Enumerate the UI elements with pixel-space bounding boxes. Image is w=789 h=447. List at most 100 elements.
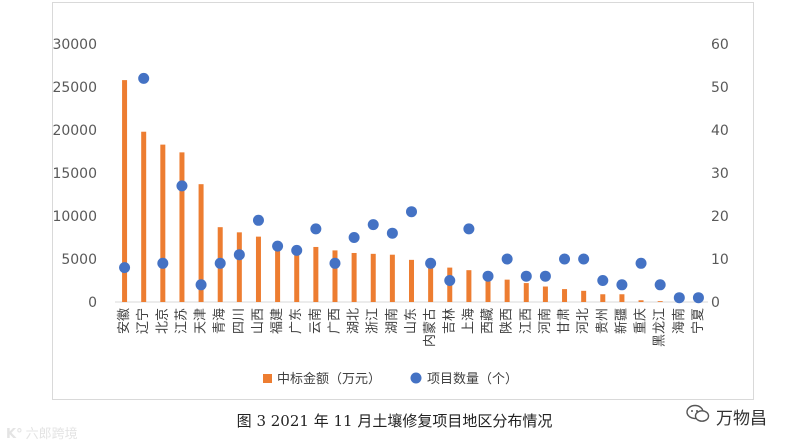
bar — [542, 286, 548, 302]
scatter-point — [654, 279, 666, 291]
category-label: 贵州 — [595, 308, 610, 334]
bar — [523, 283, 529, 302]
figure-caption: 图 3 2021 年 11 月土壤修复项目地区分布情况 — [236, 412, 553, 430]
left-tick-label: 20000 — [53, 123, 97, 139]
category-label: 天津 — [194, 308, 209, 334]
watermark-left-text: 六郎跨境 — [25, 427, 78, 442]
bar — [294, 246, 300, 302]
category-label: 湖南 — [384, 308, 400, 334]
scatter-point — [119, 262, 131, 274]
scatter-point — [692, 292, 704, 304]
right-tick-label: 10 — [711, 252, 729, 268]
category-label: 新疆 — [613, 308, 629, 334]
legend-swatch-scatter — [410, 372, 422, 384]
bar — [485, 276, 491, 302]
bar — [562, 289, 568, 302]
category-label: 西藏 — [481, 308, 496, 334]
category-label: 福建 — [270, 308, 285, 334]
category-label: 河北 — [576, 308, 591, 334]
scatter-series — [119, 72, 704, 304]
category-label: 安徽 — [117, 308, 132, 334]
scatter-point — [444, 275, 456, 286]
category-label: 广东 — [289, 308, 304, 334]
bar — [619, 294, 625, 302]
scatter-point — [406, 206, 417, 218]
category-label: 山西 — [251, 308, 266, 334]
bar-series — [122, 80, 701, 303]
legend-label-scatter: 项目数量（个） — [427, 372, 518, 387]
scatter-point — [329, 257, 341, 269]
category-label: 宁夏 — [690, 308, 706, 334]
scatter-point — [539, 270, 551, 282]
category-label: 江苏 — [173, 308, 189, 334]
left-tick-label: 5000 — [61, 252, 97, 268]
chart-frame: 0 5000 10000 15000 20000 25000 30000 0 10 20 30 40… — [52, 2, 754, 400]
bar — [600, 294, 606, 302]
bar — [236, 232, 242, 302]
bar — [638, 300, 644, 302]
bar — [141, 131, 147, 302]
scatter-point — [310, 223, 322, 235]
watermark-right-text: 万物昌 — [716, 409, 767, 429]
chart-svg: 0 5000 10000 15000 20000 25000 30000 0 10 20 30 40… — [53, 37, 729, 387]
left-tick-label: 25000 — [53, 80, 97, 96]
category-label: 河南 — [537, 308, 553, 334]
bar — [581, 290, 587, 302]
legend-label-bar: 中标金额（万元） — [277, 371, 381, 387]
category-label: 内蒙古 — [422, 308, 438, 347]
right-tick-label: 0 — [711, 295, 720, 311]
right-tick-label: 40 — [711, 123, 729, 139]
left-tick-label: 10000 — [53, 209, 97, 225]
category-label: 辽宁 — [135, 308, 151, 334]
category-label: 江西 — [519, 308, 534, 334]
scatter-point — [597, 275, 609, 286]
watermark-left: K° 六郎跨境 — [6, 423, 78, 442]
legend: 中标金额（万元） 项目数量（个） — [263, 371, 518, 387]
scatter-point — [482, 270, 494, 282]
category-label: 青海 — [213, 308, 228, 334]
scatter-point — [425, 257, 437, 269]
scatter-point — [252, 214, 264, 226]
bar — [504, 279, 510, 302]
logo-icon: K° — [6, 427, 23, 442]
right-axis: 0 10 20 30 40 50 60 — [711, 37, 729, 311]
scatter-point — [386, 227, 398, 239]
category-label: 浙江 — [366, 308, 381, 334]
category-label: 四川 — [232, 308, 247, 334]
category-labels: 安徽 辽宁 北京 江苏 天津 青海 四川 山西 福建 广东 云南 广西 湖北 浙江 湖南 山东 内蒙古 吉林 上海西… — [117, 308, 706, 347]
bar — [657, 301, 663, 302]
scatter-point — [616, 279, 628, 291]
category-label: 云南 — [307, 308, 323, 334]
scatter-point — [367, 219, 379, 231]
bar — [160, 144, 166, 302]
scatter-point — [635, 257, 647, 269]
category-label: 重庆 — [633, 308, 649, 334]
scatter-point — [157, 257, 169, 269]
category-label: 吉林 — [442, 308, 457, 334]
bar — [198, 184, 204, 302]
scatter-point — [348, 232, 360, 243]
bar — [255, 236, 261, 302]
legend-swatch-bar — [263, 374, 272, 383]
left-axis: 0 5000 10000 15000 20000 25000 30000 — [53, 37, 97, 311]
right-tick-label: 30 — [711, 166, 729, 182]
bar — [351, 252, 357, 302]
left-tick-label: 0 — [88, 295, 97, 311]
scatter-point — [520, 270, 532, 282]
scatter-point — [176, 180, 188, 192]
watermark-right: 万物昌 — [686, 404, 767, 429]
category-label: 甘肃 — [557, 308, 572, 334]
bar — [179, 152, 185, 302]
scatter-point — [195, 279, 207, 291]
bar — [466, 270, 472, 302]
category-label: 湖北 — [347, 308, 362, 334]
bar — [389, 254, 395, 302]
bar — [122, 80, 128, 303]
scatter-point — [214, 257, 226, 269]
wechat-icon — [686, 404, 710, 429]
bar — [428, 264, 434, 302]
bar — [332, 250, 338, 302]
left-tick-label: 30000 — [53, 37, 97, 53]
category-label: 海南 — [671, 308, 687, 334]
scatter-point — [673, 292, 685, 304]
